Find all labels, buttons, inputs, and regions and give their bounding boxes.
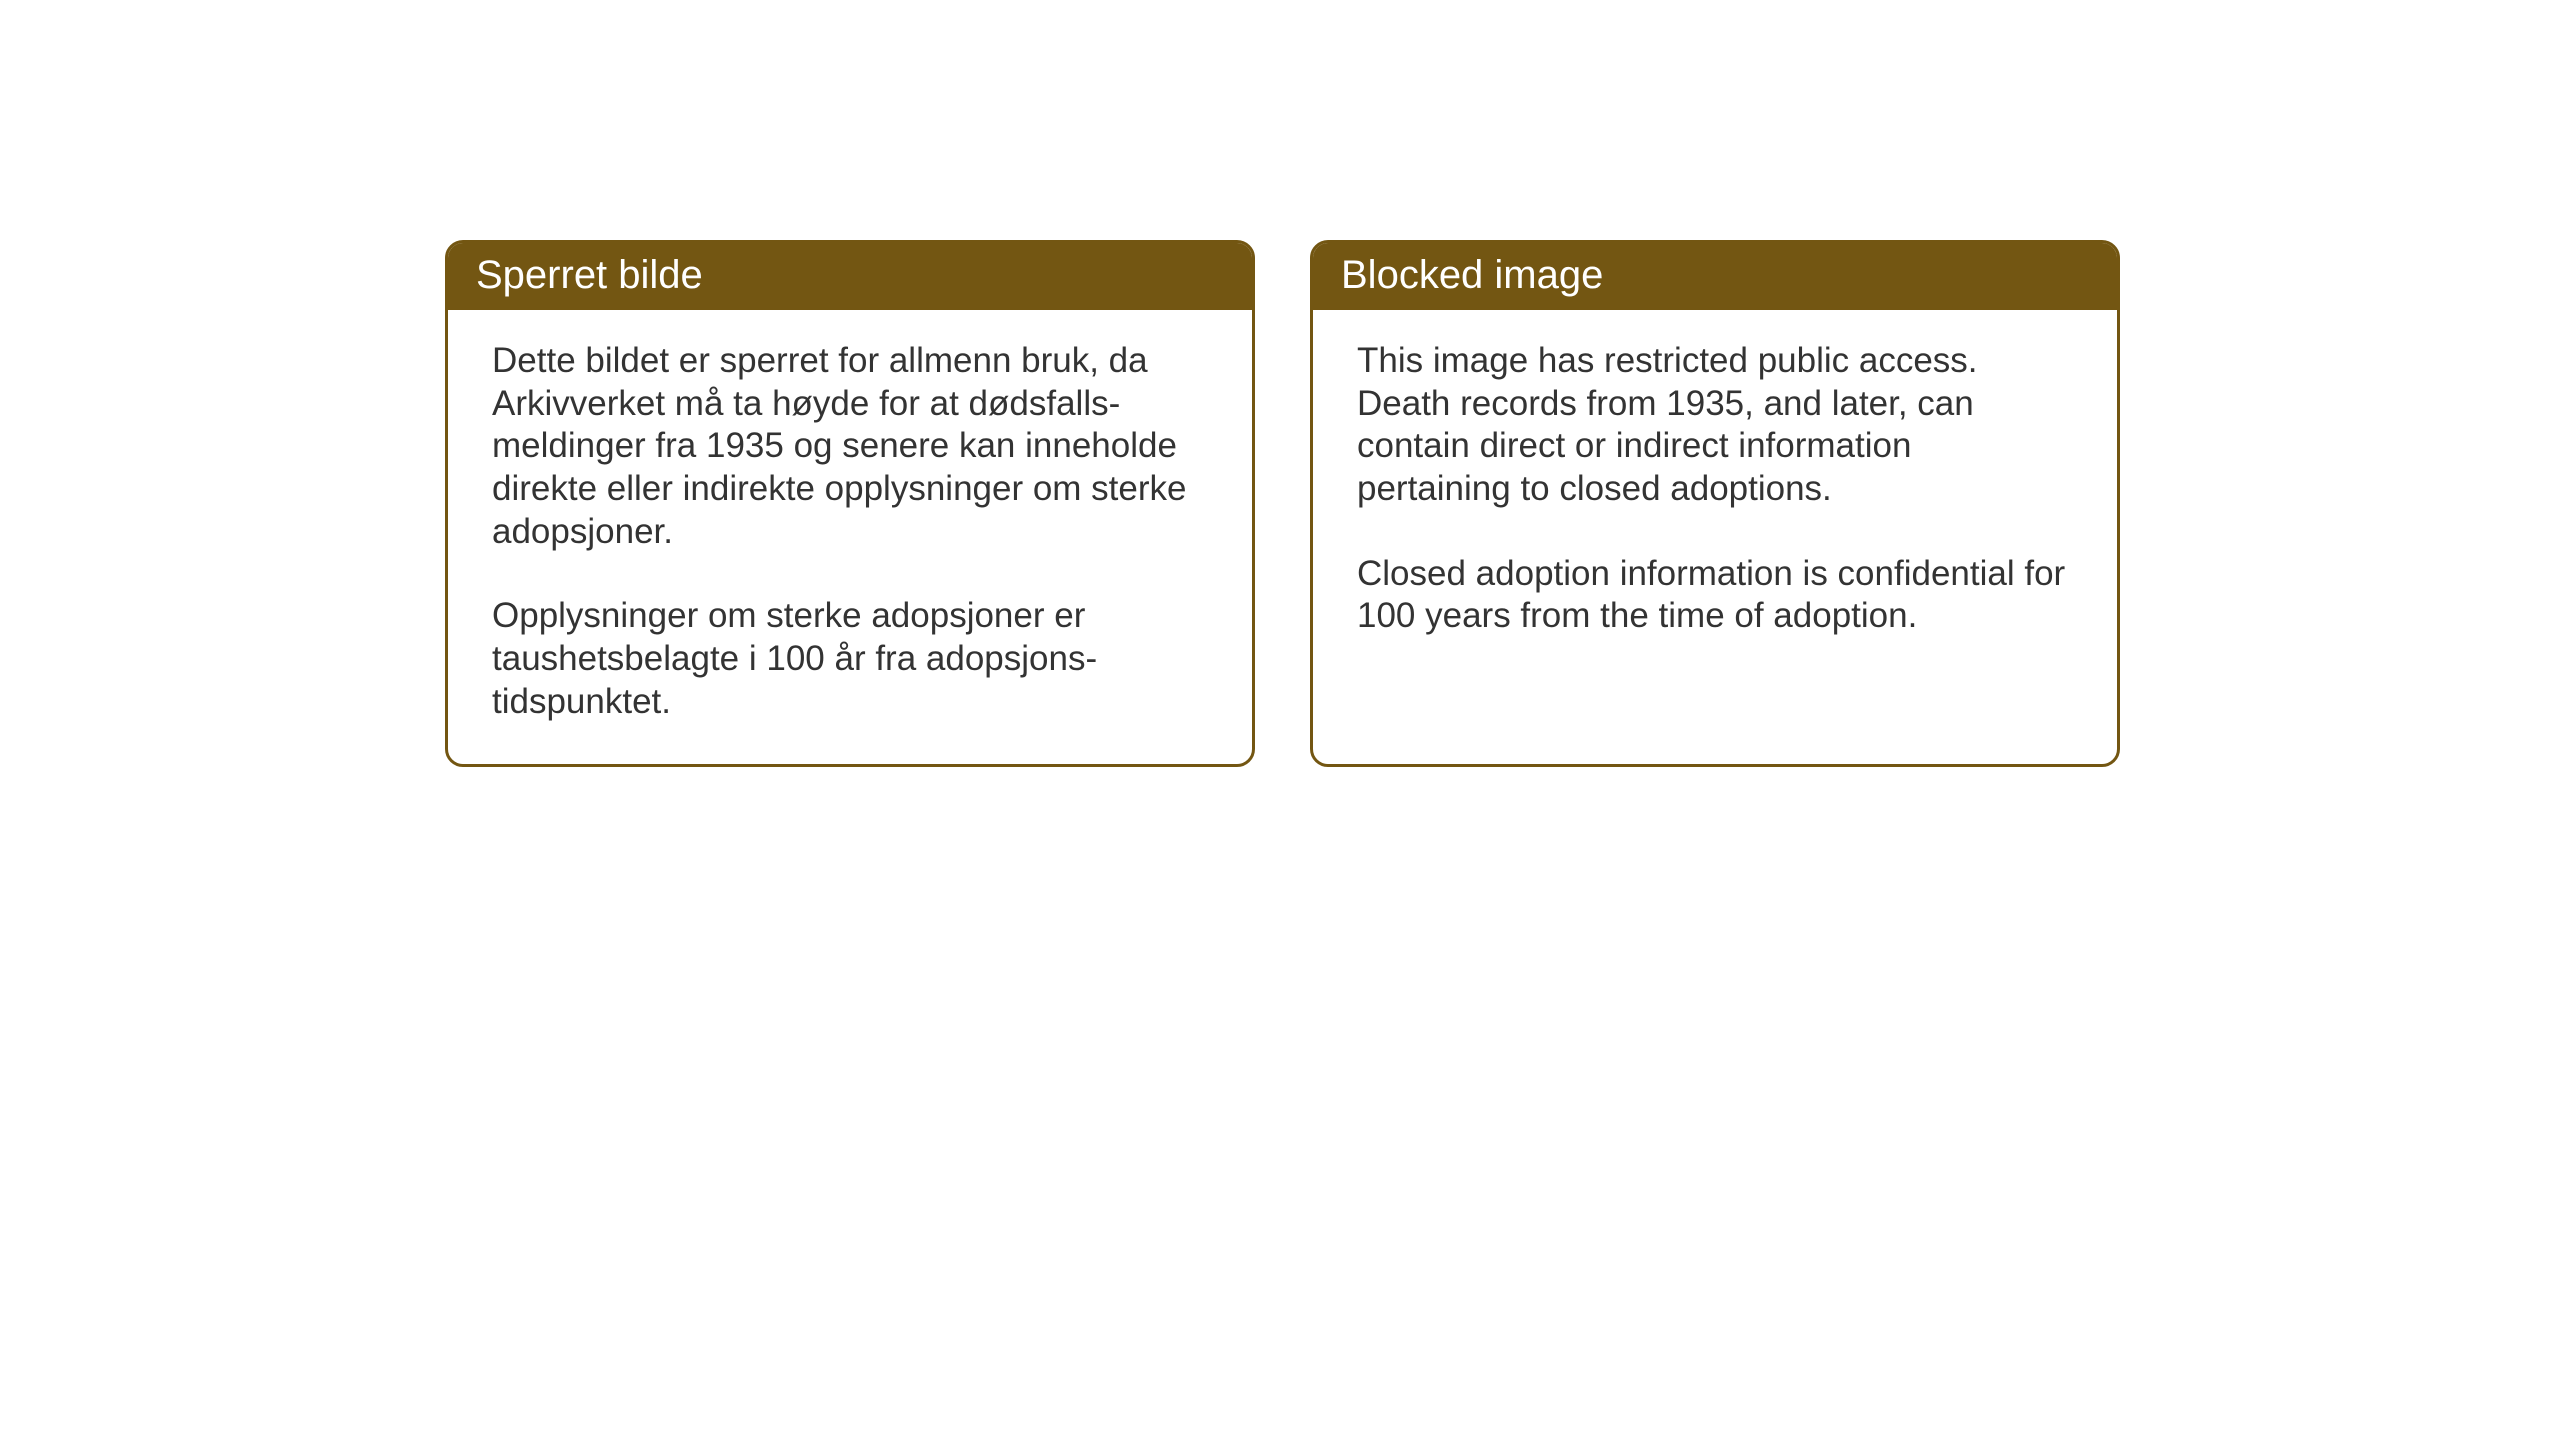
notice-paragraph: This image has restricted public access.… bbox=[1357, 340, 2073, 511]
notice-body-norwegian: Dette bildet er sperret for allmenn bruk… bbox=[448, 310, 1252, 764]
notice-header-english: Blocked image bbox=[1313, 243, 2117, 310]
notice-body-english: This image has restricted public access.… bbox=[1313, 310, 2117, 740]
notice-card-english: Blocked image This image has restricted … bbox=[1310, 240, 2120, 767]
notice-container: Sperret bilde Dette bildet er sperret fo… bbox=[445, 240, 2120, 767]
notice-paragraph: Opplysninger om sterke adopsjoner er tau… bbox=[492, 595, 1208, 723]
notice-paragraph: Closed adoption information is confident… bbox=[1357, 553, 2073, 638]
notice-paragraph: Dette bildet er sperret for allmenn bruk… bbox=[492, 340, 1208, 553]
notice-card-norwegian: Sperret bilde Dette bildet er sperret fo… bbox=[445, 240, 1255, 767]
notice-header-norwegian: Sperret bilde bbox=[448, 243, 1252, 310]
